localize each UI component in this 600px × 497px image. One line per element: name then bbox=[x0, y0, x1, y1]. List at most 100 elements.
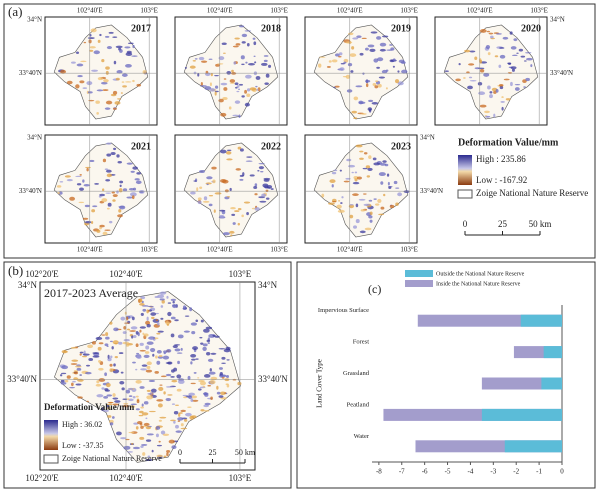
deformation-patch bbox=[107, 415, 112, 418]
deformation-patch bbox=[341, 196, 344, 199]
deformation-patch bbox=[187, 375, 191, 380]
deformation-patch bbox=[133, 187, 137, 191]
lat-label: 34°N bbox=[550, 16, 565, 24]
bar bbox=[504, 440, 562, 453]
reserve-area bbox=[183, 24, 279, 120]
deformation-patch bbox=[249, 174, 255, 177]
deformation-patch bbox=[363, 152, 368, 155]
deformation-patch bbox=[170, 419, 176, 422]
lon-label: 102°20'E bbox=[25, 269, 59, 279]
deformation-patch bbox=[156, 399, 164, 402]
deformation-patch bbox=[116, 431, 122, 436]
deformation-patch bbox=[125, 64, 132, 68]
deformation-patch bbox=[136, 83, 142, 87]
deformation-patch bbox=[174, 319, 179, 322]
deformation-patch bbox=[352, 181, 360, 185]
deformation-patch bbox=[105, 142, 112, 145]
deformation-patch bbox=[131, 335, 134, 339]
deformation-patch bbox=[104, 107, 111, 110]
deformation-patch bbox=[82, 217, 89, 220]
deformation-patch bbox=[132, 335, 137, 338]
deformation-patch bbox=[206, 351, 211, 356]
bar bbox=[520, 314, 562, 327]
deformation-patch bbox=[219, 149, 227, 154]
lon-label: 103°E bbox=[229, 269, 252, 279]
deformation-patch bbox=[525, 57, 533, 61]
deformation-patch bbox=[361, 113, 367, 115]
deformation-patch bbox=[78, 201, 85, 204]
deformation-patch bbox=[369, 48, 376, 53]
deformation-patch bbox=[84, 204, 90, 208]
deformation-patch bbox=[98, 342, 104, 345]
deformation-patch bbox=[141, 412, 149, 416]
deformation-patch bbox=[102, 158, 107, 163]
deformation-patch bbox=[112, 194, 118, 198]
deformation-patch bbox=[136, 355, 142, 359]
lat-label: 34°N bbox=[420, 134, 435, 142]
deformation-patch bbox=[348, 204, 355, 209]
deformation-patch bbox=[86, 167, 89, 172]
deformation-patch bbox=[223, 232, 230, 236]
deformation-patch bbox=[142, 332, 145, 336]
deformation-patch bbox=[148, 410, 156, 413]
deformation-patch bbox=[139, 410, 144, 414]
deformation-patch bbox=[216, 391, 221, 395]
deformation-patch bbox=[231, 69, 234, 73]
deformation-patch bbox=[178, 412, 181, 417]
deformation-patch bbox=[328, 60, 332, 63]
reserve-area bbox=[53, 24, 149, 120]
deformation-patch bbox=[132, 44, 135, 49]
deformation-patch bbox=[140, 368, 147, 371]
deformation-patch bbox=[246, 42, 250, 47]
x-tick-label: -3 bbox=[490, 468, 496, 476]
deformation-patch bbox=[333, 86, 336, 88]
deformation-patch bbox=[174, 404, 180, 406]
x-tick-label: -2 bbox=[513, 468, 519, 476]
deformation-patch bbox=[355, 203, 359, 208]
deformation-patch bbox=[157, 294, 165, 299]
deformation-patch bbox=[130, 326, 138, 330]
deformation-patch bbox=[392, 58, 396, 62]
deformation-patch bbox=[159, 384, 163, 386]
deformation-patch bbox=[132, 166, 138, 170]
x-tick-label: -7 bbox=[399, 468, 405, 476]
deformation-patch bbox=[184, 67, 188, 69]
legend-label: Inside the National Nature Reserve bbox=[436, 281, 521, 287]
deformation-patch bbox=[210, 396, 213, 400]
deformation-patch bbox=[339, 67, 345, 71]
deformation-patch bbox=[209, 82, 212, 87]
deformation-patch bbox=[237, 222, 240, 226]
deformation-patch bbox=[393, 180, 398, 185]
deformation-patch bbox=[152, 353, 155, 357]
deformation-patch bbox=[262, 183, 269, 188]
deformation-patch bbox=[218, 395, 224, 398]
deformation-patch bbox=[140, 425, 144, 429]
deformation-patch bbox=[202, 200, 210, 203]
deformation-patch bbox=[389, 44, 393, 46]
deformation-patch bbox=[254, 61, 257, 64]
deformation-patch bbox=[139, 298, 143, 303]
deformation-patch bbox=[243, 201, 251, 204]
deformation-patch bbox=[355, 219, 360, 224]
deformation-patch bbox=[104, 229, 111, 231]
deformation-patch bbox=[219, 391, 226, 396]
deformation-patch bbox=[141, 300, 144, 304]
deformation-patch bbox=[146, 395, 154, 400]
deformation-patch bbox=[140, 406, 144, 409]
deformation-patch bbox=[155, 319, 159, 322]
deformation-patch bbox=[340, 62, 345, 65]
deformation-patch bbox=[122, 398, 128, 400]
deformation-patch bbox=[125, 389, 131, 394]
deformation-patch bbox=[97, 39, 101, 43]
deformation-patch bbox=[105, 383, 111, 388]
deformation-patch bbox=[125, 438, 130, 441]
deformation-patch bbox=[333, 169, 338, 172]
deformation-patch bbox=[374, 203, 380, 206]
deformation-patch bbox=[187, 406, 192, 408]
deformation-patch bbox=[249, 87, 257, 91]
deformation-patch bbox=[98, 367, 104, 371]
deformation-patch bbox=[211, 166, 217, 170]
deformation-patch bbox=[183, 418, 188, 422]
deformation-patch bbox=[200, 409, 205, 412]
deformation-patch bbox=[77, 75, 83, 78]
